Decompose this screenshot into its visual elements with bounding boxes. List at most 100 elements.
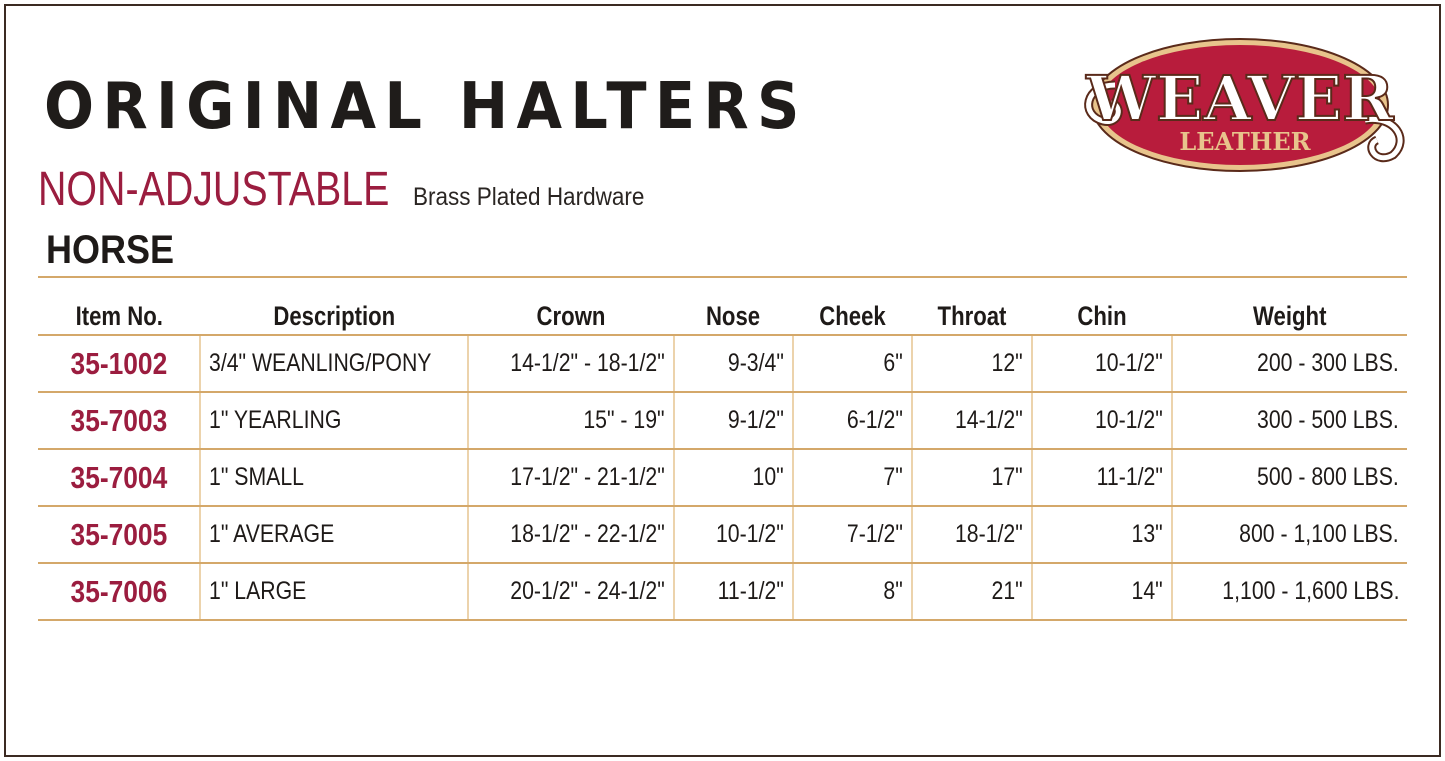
cell-text: 3/4" WEANLING/PONY	[209, 349, 432, 377]
table-row: 35-1002 3/4" WEANLING/PONY 14-1/2" - 18-1/…	[38, 335, 1407, 393]
cell-text: 10-1/2"	[1095, 406, 1163, 434]
table-cell: 10"	[673, 449, 793, 507]
table-header-row: Item No. Description Crown Nose Cheek Throat C…	[38, 298, 1407, 336]
cell-text: 35-7005	[70, 516, 167, 552]
cell-text: 1" SMALL	[209, 463, 304, 491]
table-cell: 14-1/2" - 18-1/2"	[467, 335, 674, 393]
cell-text: 800 - 1,100 LBS.	[1239, 520, 1399, 548]
cell-text: 35-7003	[70, 402, 167, 438]
cell-text: 15" - 19"	[583, 406, 665, 434]
cell-text: 20-1/2" - 24-1/2"	[510, 577, 665, 605]
table-cell: 20-1/2" - 24-1/2"	[467, 563, 674, 621]
column-header-label: Item No.	[75, 300, 163, 331]
table-cell: 1" LARGE	[199, 563, 468, 621]
cell-text: 14"	[1131, 577, 1163, 605]
table-row: 35-7004 1" SMALL 17-1/2" - 21-1/2" 10" 7" 17"…	[38, 449, 1407, 507]
cell-text: 11-1/2"	[1096, 463, 1163, 491]
cell-text: 1,100 - 1,600 LBS.	[1221, 577, 1399, 605]
weaver-leather-logo: WEAVER LEATHER	[1084, 38, 1405, 172]
page-frame	[4, 4, 1441, 757]
column-header: Item No.	[38, 298, 200, 336]
column-header-label: Crown	[536, 300, 606, 331]
table-cell: 500 - 800 LBS.	[1171, 449, 1407, 507]
subtitle: NON-ADJUSTABLE Brass Plated Hardware	[38, 162, 670, 217]
cell-text: 17-1/2" - 21-1/2"	[510, 463, 665, 491]
table-cell: 1" YEARLING	[199, 392, 468, 450]
table-cell: 14-1/2"	[911, 392, 1032, 450]
table-cell: 6-1/2"	[792, 392, 912, 450]
column-header-label: Nose	[706, 300, 761, 331]
table-cell: 7-1/2"	[792, 506, 912, 564]
table-cell: 3/4" WEANLING/PONY	[199, 335, 468, 393]
halter-size-table: Item No. Description Crown Nose Cheek Throat C…	[38, 298, 1407, 621]
table-cell: 8"	[792, 563, 912, 621]
column-header: Cheek	[793, 298, 912, 336]
column-header: Chin	[1032, 298, 1172, 336]
column-header: Weight	[1172, 298, 1407, 336]
column-header: Nose	[674, 298, 793, 336]
cell-text: 9-1/2"	[728, 406, 784, 434]
item-number: 35-1002	[38, 335, 200, 393]
table-cell: 800 - 1,100 LBS.	[1171, 506, 1407, 564]
cell-text: 10-1/2"	[716, 520, 784, 548]
table-cell: 10-1/2"	[1031, 392, 1172, 450]
cell-text: 200 - 300 LBS.	[1257, 349, 1399, 377]
column-header: Description	[200, 298, 468, 336]
table-cell: 15" - 19"	[467, 392, 674, 450]
column-header: Throat	[912, 298, 1032, 336]
table-cell: 18-1/2"	[911, 506, 1032, 564]
table-cell: 300 - 500 LBS.	[1171, 392, 1407, 450]
cell-text: 9-3/4"	[728, 349, 784, 377]
table-cell: 21"	[911, 563, 1032, 621]
cell-text: 17"	[991, 463, 1023, 491]
cell-text: 500 - 800 LBS.	[1257, 463, 1399, 491]
cell-text: 7-1/2"	[847, 520, 903, 548]
column-header-label: Description	[273, 300, 395, 331]
table-cell: 13"	[1031, 506, 1172, 564]
cell-text: 18-1/2"	[955, 520, 1023, 548]
table-row: 35-7006 1" LARGE 20-1/2" - 24-1/2" 11-1/2" 8…	[38, 563, 1407, 621]
cell-text: 10-1/2"	[1095, 349, 1163, 377]
column-header: Crown	[468, 298, 674, 336]
divider	[38, 276, 1407, 278]
cell-text: 12"	[991, 349, 1023, 377]
subtitle-main: NON-ADJUSTABLE	[38, 163, 390, 216]
item-number: 35-7003	[38, 392, 200, 450]
table-row: 35-7003 1" YEARLING 15" - 19" 9-1/2" 6-1/2" 1…	[38, 392, 1407, 450]
cell-text: 35-7004	[70, 459, 167, 495]
cell-text: 11-1/2"	[717, 577, 784, 605]
cell-text: 13"	[1131, 520, 1163, 548]
table-cell: 7"	[792, 449, 912, 507]
column-header-label: Weight	[1252, 300, 1327, 331]
table-cell: 17"	[911, 449, 1032, 507]
cell-text: 8"	[883, 577, 903, 605]
table-cell: 11-1/2"	[673, 563, 793, 621]
table-cell: 1" SMALL	[199, 449, 468, 507]
cell-text: 6"	[883, 349, 903, 377]
cell-text: 18-1/2" - 22-1/2"	[510, 520, 665, 548]
table-cell: 17-1/2" - 21-1/2"	[467, 449, 674, 507]
table-cell: 1,100 - 1,600 LBS.	[1171, 563, 1407, 621]
table-cell: 14"	[1031, 563, 1172, 621]
table-cell: 10-1/2"	[1031, 335, 1172, 393]
cell-text: 1" LARGE	[209, 577, 307, 605]
table-cell: 6"	[792, 335, 912, 393]
cell-text: 1" AVERAGE	[209, 520, 335, 548]
subtitle-note: Brass Plated Hardware	[412, 183, 645, 211]
cell-text: 10"	[752, 463, 784, 491]
cell-text: 35-1002	[70, 345, 167, 381]
table-cell: 1" AVERAGE	[199, 506, 468, 564]
table-cell: 9-1/2"	[673, 392, 793, 450]
cell-text: 35-7006	[70, 573, 167, 609]
section-heading: HORSE	[46, 228, 175, 272]
cell-text: 1" YEARLING	[209, 406, 342, 434]
item-number: 35-7006	[38, 563, 200, 621]
cell-text: 7"	[883, 463, 903, 491]
table-row: 35-7005 1" AVERAGE 18-1/2" - 22-1/2" 10-1/2…	[38, 506, 1407, 564]
cell-text: 14-1/2" - 18-1/2"	[510, 349, 665, 377]
table-cell: 12"	[911, 335, 1032, 393]
cell-text: 300 - 500 LBS.	[1257, 406, 1399, 434]
cell-text: 21"	[991, 577, 1023, 605]
table-cell: 9-3/4"	[673, 335, 793, 393]
table-cell: 10-1/2"	[673, 506, 793, 564]
